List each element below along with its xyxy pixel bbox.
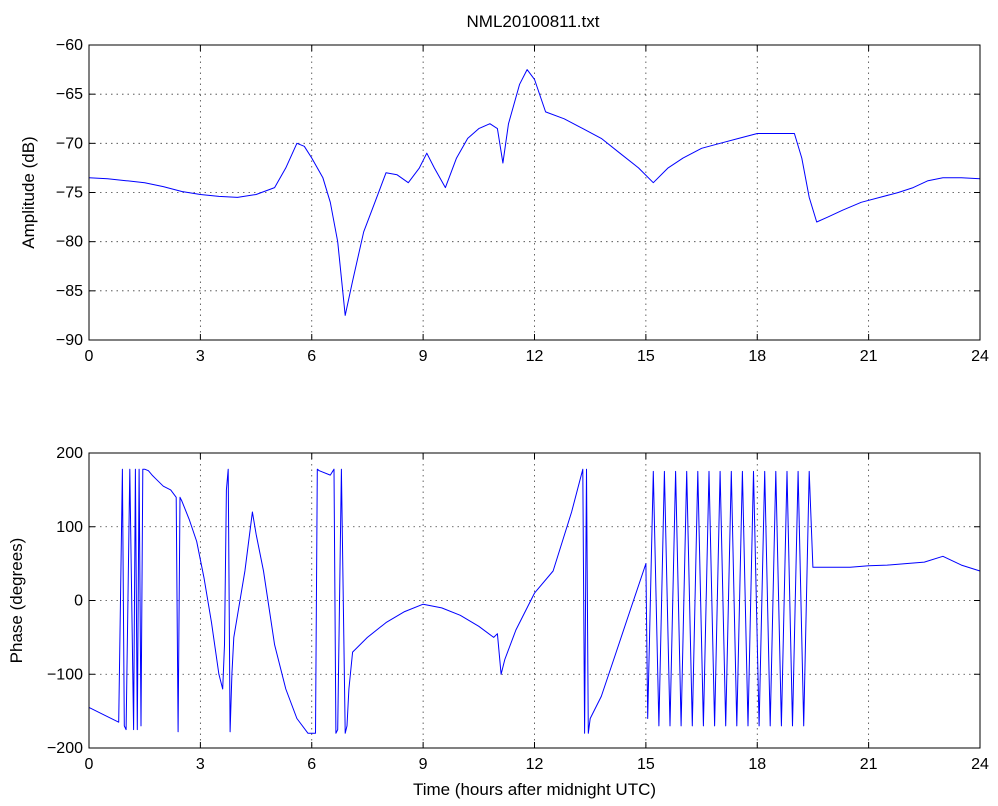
phase-x-tick-label: 9 [419,756,428,773]
phase-series-line [88,468,981,734]
phase-y-axis-label: Phase (degrees) [7,538,26,664]
amplitude-series-line [88,69,981,316]
phase-x-tick-label: 3 [196,756,205,773]
amplitude-plot-frame [88,44,981,341]
amplitude-plot: 0 3 6 9 12 15 18 21 24 −90 −85 −80 −75 −70 −65 −60 Amp… [19,37,989,365]
phase-y-tick-label: −200 [47,740,83,757]
amplitude-y-tick-label: −80 [56,234,83,251]
phase-y-tick-label: −100 [47,666,83,683]
amplitude-x-tick-label: 6 [307,348,316,365]
phase-x-tick-labels: 0 3 6 9 12 15 18 21 24 [85,756,989,773]
amplitude-y-tick-labels: −90 −85 −80 −75 −70 −65 −60 [56,37,83,349]
phase-x-tick-label: 12 [526,756,544,773]
phase-x-tick-label: 21 [860,756,878,773]
amplitude-x-tick-label: 15 [637,348,655,365]
amplitude-x-tick-label: 24 [971,348,989,365]
phase-y-tick-labels: −200 −100 0 100 200 [47,445,83,757]
amplitude-grid [89,45,980,340]
phase-x-axis-label: Time (hours after midnight UTC) [413,780,656,799]
amplitude-y-tick-label: −75 [56,185,83,202]
amplitude-y-tick-label: −70 [56,135,83,152]
phase-x-tick-label: 0 [85,756,94,773]
phase-grid [89,453,980,748]
phase-series [88,468,981,734]
amplitude-x-tick-label: 12 [526,348,544,365]
amplitude-y-tick-label: −90 [56,332,83,349]
amplitude-y-tick-label: −85 [56,283,83,300]
phase-x-tick-label: 18 [748,756,766,773]
amplitude-x-tick-label: 18 [748,348,766,365]
amplitude-y-tick-label: −65 [56,86,83,103]
amplitude-y-axis-label: Amplitude (dB) [19,136,38,248]
amplitude-y-tick-label: −60 [56,37,83,54]
top-chart-title: NML20100811.txt [467,12,600,31]
phase-y-tick-label: 100 [56,519,83,536]
phase-x-tick-label: 6 [307,756,316,773]
amplitude-x-tick-label: 3 [196,348,205,365]
amplitude-x-tick-labels: 0 3 6 9 12 15 18 21 24 [85,348,989,365]
amplitude-x-tick-label: 0 [85,348,94,365]
phase-x-tick-label: 24 [971,756,989,773]
amplitude-series [88,69,981,316]
phase-y-tick-label: 200 [56,445,83,462]
phase-plot: 0 3 6 9 12 15 18 21 24 −200 −100 0 100 200 Time (hou… [7,445,989,799]
amplitude-x-tick-label: 21 [860,348,878,365]
phase-x-tick-label: 15 [637,756,655,773]
phase-plot-frame [88,452,981,749]
amplitude-x-tick-label: 9 [419,348,428,365]
phase-y-tick-label: 0 [74,593,83,610]
